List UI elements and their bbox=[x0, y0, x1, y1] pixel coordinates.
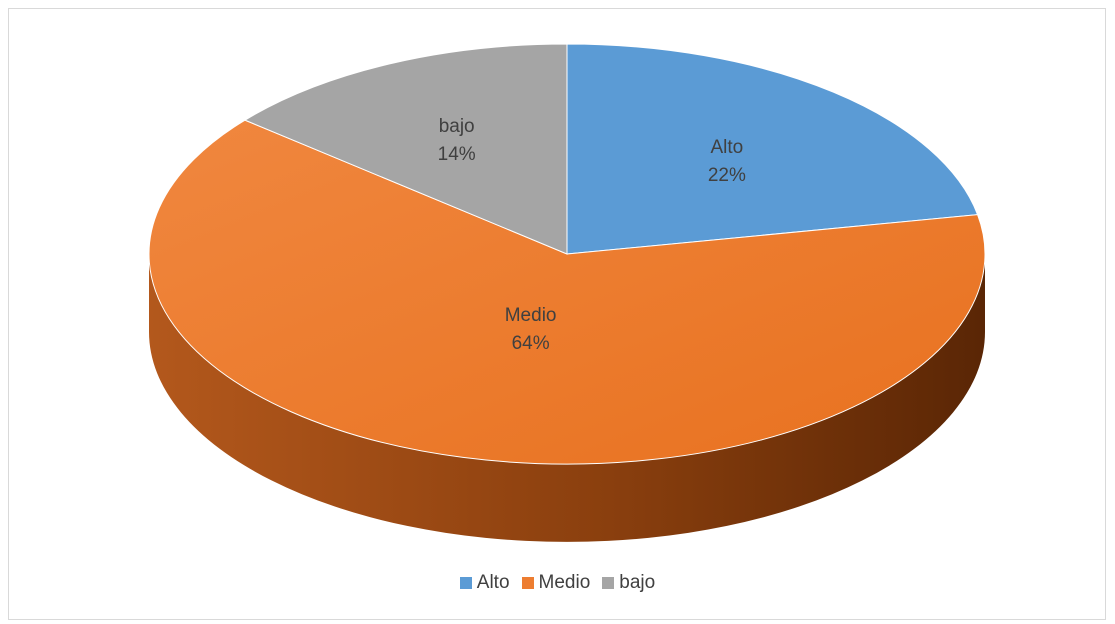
slice-value-label-alto: 22% bbox=[708, 165, 746, 186]
legend-label-bajo: bajo bbox=[619, 572, 656, 593]
pie-sides bbox=[149, 254, 985, 542]
pie-slice-bajo bbox=[243, 43, 568, 255]
pie-side-medio bbox=[149, 254, 985, 542]
pie-tops bbox=[148, 43, 986, 465]
slice-category-label-bajo: bajo bbox=[439, 116, 475, 137]
legend-label-alto: Alto bbox=[476, 572, 510, 593]
slice-category-label-medio: Medio bbox=[505, 305, 557, 326]
legend: Alto Medio bajo bbox=[0, 572, 1115, 594]
legend-swatch-medio bbox=[521, 577, 534, 589]
slice-value-label-bajo: 14% bbox=[438, 144, 476, 165]
slice-value-label-medio: 64% bbox=[512, 333, 550, 354]
legend-label-medio: Medio bbox=[538, 572, 591, 593]
legend-swatch-alto bbox=[459, 577, 472, 589]
legend-item-medio: Medio bbox=[521, 572, 591, 594]
slice-category-label-alto: Alto bbox=[710, 137, 743, 158]
legend-swatch-bajo bbox=[602, 577, 615, 589]
slice-labels: Alto 22% Medio 64% bajo 14% bbox=[438, 116, 746, 354]
pie-slice-medio bbox=[148, 119, 986, 465]
legend-item-bajo: bajo bbox=[602, 572, 655, 594]
pie-slice-alto bbox=[566, 43, 979, 255]
legend-item-alto: Alto bbox=[459, 572, 510, 594]
